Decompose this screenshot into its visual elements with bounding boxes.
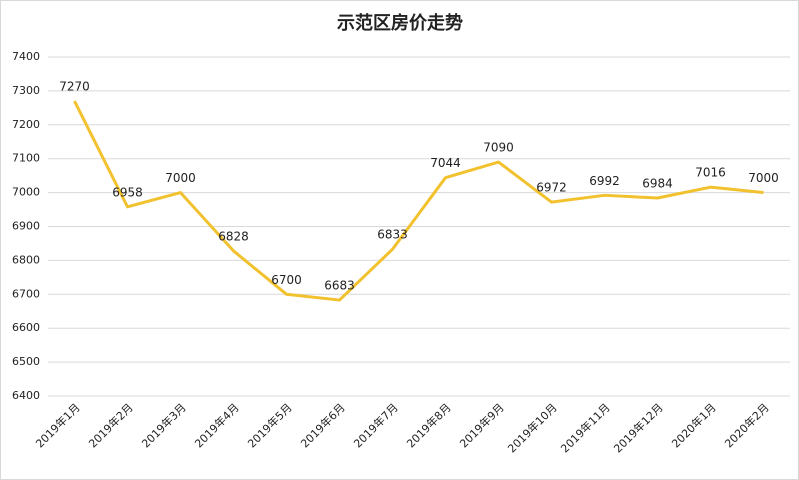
y-tick-label: 6400 xyxy=(12,389,40,402)
y-tick-label: 6800 xyxy=(12,253,40,266)
data-label: 7000 xyxy=(748,171,779,185)
data-label: 7270 xyxy=(59,80,90,94)
data-label: 7016 xyxy=(695,166,726,180)
y-tick-label: 7100 xyxy=(12,152,40,165)
data-label: 6828 xyxy=(218,229,249,243)
y-tick-label: 7000 xyxy=(12,186,40,199)
y-tick-label: 6600 xyxy=(12,321,40,334)
y-tick-label: 6700 xyxy=(12,287,40,300)
data-label: 7090 xyxy=(483,141,514,155)
data-label: 6992 xyxy=(589,174,620,188)
data-label: 6958 xyxy=(112,185,143,199)
data-label: 6700 xyxy=(271,273,302,287)
y-tick-label: 7300 xyxy=(12,84,40,97)
line-series xyxy=(73,100,764,302)
data-label: 7044 xyxy=(430,156,461,170)
y-tick-label: 7400 xyxy=(12,50,40,63)
y-tick-label: 6500 xyxy=(12,355,40,368)
y-tick-label: 7200 xyxy=(12,118,40,131)
data-label: 6833 xyxy=(377,228,408,242)
y-tick-label: 6900 xyxy=(12,220,40,233)
chart-title: 示范区房价走势 xyxy=(337,12,463,34)
data-label: 6984 xyxy=(642,177,673,191)
data-label: 6972 xyxy=(536,181,567,195)
data-label: 6683 xyxy=(324,279,355,293)
data-label: 7000 xyxy=(165,171,196,185)
